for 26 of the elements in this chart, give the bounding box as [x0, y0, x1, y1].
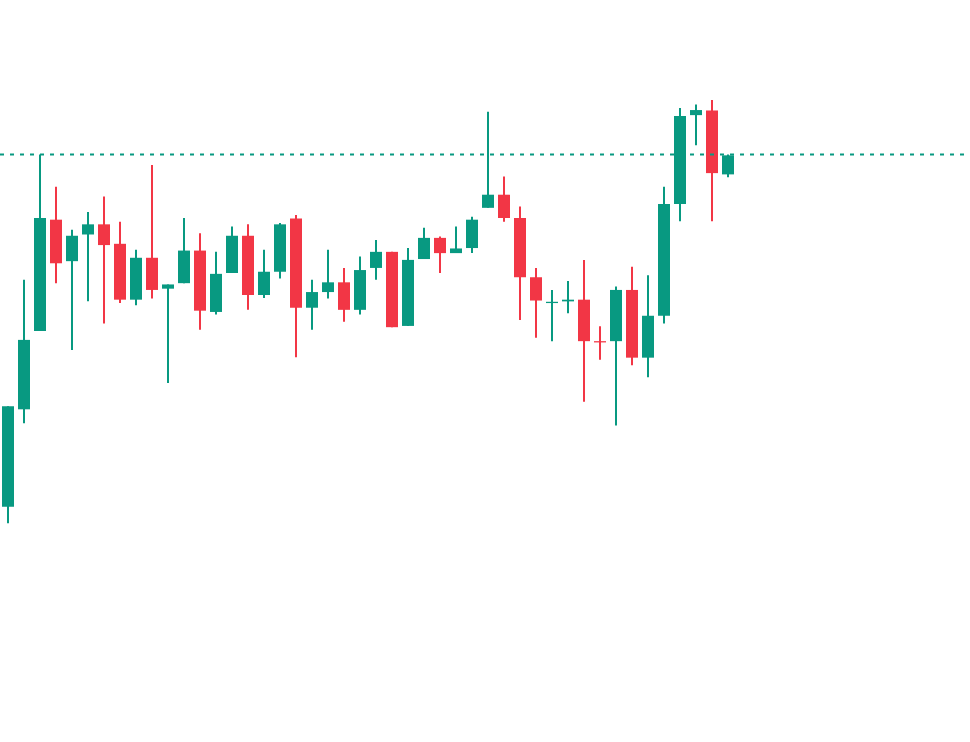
candlestick [306, 278, 318, 331]
candlestick [66, 228, 78, 352]
candlestick [210, 250, 222, 316]
candlestick [578, 258, 590, 403]
candlestick [642, 274, 654, 379]
candlestick [162, 283, 174, 385]
candlestick [226, 225, 238, 275]
candlestick [498, 175, 510, 223]
candlestick [466, 215, 478, 255]
candlestick [258, 248, 270, 299]
candlestick [98, 195, 110, 325]
candlestick [530, 266, 542, 339]
candlestick [338, 266, 350, 323]
candlestick [450, 225, 462, 255]
candlestick [178, 216, 190, 285]
candlestick [146, 164, 158, 300]
candlestick [418, 226, 430, 261]
candlestick [82, 211, 94, 303]
candlestick [354, 255, 366, 316]
candlestick [690, 103, 702, 147]
candlestick [434, 235, 446, 275]
candlestick [50, 185, 62, 285]
candlestick [130, 248, 142, 307]
candlestick [274, 222, 286, 280]
candlestick [370, 239, 382, 281]
candlestick [322, 248, 334, 300]
